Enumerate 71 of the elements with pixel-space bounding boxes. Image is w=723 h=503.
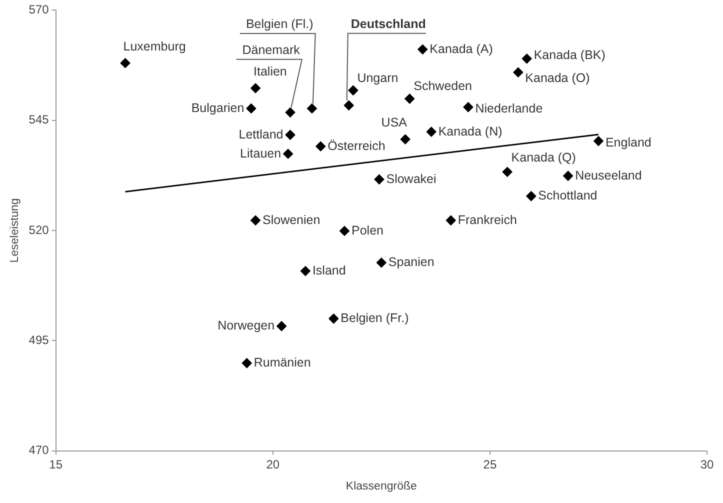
annotation: Belgien (Fr.) <box>340 311 409 326</box>
point <box>285 130 296 140</box>
point <box>418 44 428 54</box>
point <box>276 321 287 332</box>
point <box>250 215 261 226</box>
point <box>404 94 415 104</box>
annotation: Polen <box>352 223 384 238</box>
annotation: Österreich <box>328 138 386 153</box>
annotation: Schweden <box>414 79 472 94</box>
annotation: Kanada (BK) <box>534 48 606 62</box>
point <box>400 134 410 144</box>
point <box>285 107 296 118</box>
point <box>502 166 512 177</box>
annotation: Schottland <box>538 188 598 203</box>
x-tick-label: 15 <box>49 457 63 472</box>
annotation: Island <box>312 263 346 278</box>
x-tick-label: 20 <box>266 457 280 472</box>
x-tick-label: 25 <box>483 457 497 472</box>
annotation: Italien <box>254 64 287 79</box>
x-tick-label: 30 <box>700 457 714 472</box>
annotation: Norwegen <box>218 318 275 333</box>
point <box>120 58 130 68</box>
point <box>328 314 339 324</box>
point <box>563 170 574 181</box>
point <box>300 266 310 276</box>
annotation: Luxemburg <box>123 40 186 54</box>
annotation: Slowakei <box>386 172 436 186</box>
y-axis-title: Leseleistung <box>9 198 22 263</box>
point <box>250 83 261 94</box>
annotation: England <box>605 136 652 150</box>
point <box>376 258 386 268</box>
point <box>283 148 294 159</box>
annotation: Deutschland <box>350 16 426 31</box>
point <box>242 358 252 368</box>
y-tick-label: 495 <box>28 332 50 347</box>
point <box>522 54 532 64</box>
point <box>344 100 354 110</box>
annotation: Kanada (A) <box>430 42 493 56</box>
y-tick-label: 520 <box>28 222 50 237</box>
point <box>463 102 474 112</box>
annotation: Kanada (Q) <box>511 150 576 164</box>
annotation: Litauen <box>240 146 282 160</box>
point <box>306 103 317 114</box>
annotation: Frankreich <box>458 212 517 227</box>
point <box>246 103 256 114</box>
annotation: Neuseeland <box>575 168 642 182</box>
point <box>426 126 436 137</box>
point <box>374 174 384 184</box>
point <box>316 141 326 152</box>
annotation: Rumänien <box>254 356 311 370</box>
x-axis-title: Klassengröße <box>346 480 417 492</box>
point <box>526 191 536 202</box>
annotation: Lettland <box>238 127 284 142</box>
annotation: Kanada (O) <box>525 70 590 85</box>
y-tick-label: 545 <box>28 112 50 127</box>
annotation: Spanien <box>388 255 434 270</box>
point <box>513 67 524 78</box>
y-tick-label: 570 <box>28 2 50 17</box>
point <box>340 226 350 236</box>
annotation: Kanada (N) <box>438 124 502 138</box>
annotation: Niederlande <box>475 102 543 116</box>
annotation: Dänemark <box>242 42 301 57</box>
annotation: Ungarn <box>357 70 398 85</box>
y-tick-label: 470 <box>28 443 50 458</box>
annotation: Bulgarien <box>191 100 244 115</box>
point <box>446 215 456 226</box>
annotation: Slowenien <box>262 212 320 227</box>
point <box>348 85 358 96</box>
annotation: USA <box>381 116 408 130</box>
point <box>593 136 604 146</box>
annotation: Belgien (Fl.) <box>246 16 314 31</box>
